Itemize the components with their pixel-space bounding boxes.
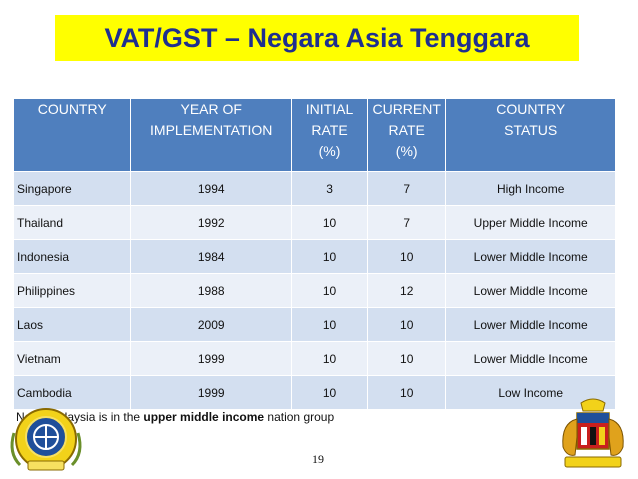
cell-current-rate: 7 xyxy=(367,205,447,240)
cell-initial-rate: 3 xyxy=(291,171,369,206)
customs-emblem-icon xyxy=(10,408,82,471)
table-row: Indonesia 1984 10 10 Lower Middle Income xyxy=(12,239,616,274)
cell-country: Indonesia xyxy=(12,239,132,274)
table-row: Vietnam 1999 10 10 Lower Middle Income xyxy=(12,341,616,376)
cell-country: Philippines xyxy=(12,273,132,308)
table-row: Philippines 1988 10 12 Lower Middle Inco… xyxy=(12,273,616,308)
cell-year: 1988 xyxy=(130,273,293,308)
cell-initial-rate: 10 xyxy=(291,375,369,410)
cell-year: 2009 xyxy=(130,307,293,342)
footnote: Note: Malaysia is in the upper middle in… xyxy=(16,410,334,424)
header-country-status: COUNTRY STATUS xyxy=(445,98,616,172)
cell-country: Thailand xyxy=(12,205,132,240)
cell-status: Low Income xyxy=(445,375,616,410)
cell-current-rate: 10 xyxy=(367,239,447,274)
cell-current-rate: 10 xyxy=(367,307,447,342)
cell-status: Lower Middle Income xyxy=(445,239,616,274)
header-line: STATUS xyxy=(504,122,558,138)
cell-initial-rate: 10 xyxy=(291,307,369,342)
cell-year: 1994 xyxy=(130,171,293,206)
table-row: Thailand 1992 10 7 Upper Middle Income xyxy=(12,205,616,240)
header-line: RATE xyxy=(388,122,425,138)
cell-initial-rate: 10 xyxy=(291,273,369,308)
slide-title: VAT/GST – Negara Asia Tenggara xyxy=(104,22,530,53)
header-year: YEAR OF IMPLEMENTATION xyxy=(130,98,293,172)
header-line: COUNTRY xyxy=(496,101,566,117)
footnote-emphasis: upper middle income xyxy=(143,410,265,424)
cell-status: Lower Middle Income xyxy=(445,273,616,308)
cell-year: 1984 xyxy=(130,239,293,274)
header-row: COUNTRY YEAR OF IMPLEMENTATION INITIAL R… xyxy=(12,98,616,172)
cell-initial-rate: 10 xyxy=(291,341,369,376)
cell-initial-rate: 10 xyxy=(291,239,369,274)
header-country: COUNTRY xyxy=(12,98,132,172)
cell-year: 1992 xyxy=(130,205,293,240)
cell-status: Lower Middle Income xyxy=(445,307,616,342)
header-line: (%) xyxy=(318,143,341,159)
cell-current-rate: 12 xyxy=(367,273,447,308)
cell-current-rate: 10 xyxy=(367,375,447,410)
cell-year: 1999 xyxy=(130,375,293,410)
cell-initial-rate: 10 xyxy=(291,205,369,240)
header-initial-rate: INITIAL RATE (%) xyxy=(291,98,369,172)
cell-country: Laos xyxy=(12,307,132,342)
cell-status: High Income xyxy=(445,171,616,206)
cell-status: Upper Middle Income xyxy=(445,205,616,240)
malaysia-coat-of-arms-icon xyxy=(562,398,624,468)
header-line: YEAR OF xyxy=(180,101,242,117)
header-line: RATE xyxy=(311,122,348,138)
footnote-suffix: nation group xyxy=(264,410,335,424)
cell-current-rate: 10 xyxy=(367,341,447,376)
table-row: Cambodia 1999 10 10 Low Income xyxy=(12,375,616,410)
header-line: CURRENT xyxy=(372,101,441,117)
cell-country: Vietnam xyxy=(12,341,132,376)
cell-country: Cambodia xyxy=(12,375,132,410)
page-number: 19 xyxy=(312,452,324,466)
header-line: COUNTRY xyxy=(37,101,107,117)
cell-current-rate: 7 xyxy=(367,171,447,206)
cell-country: Singapore xyxy=(12,171,132,206)
header-line: IMPLEMENTATION xyxy=(150,122,273,138)
cell-status: Lower Middle Income xyxy=(445,341,616,376)
table-row: Laos 2009 10 10 Lower Middle Income xyxy=(12,307,616,342)
vat-table: COUNTRY YEAR OF IMPLEMENTATION INITIAL R… xyxy=(12,98,616,410)
header-current-rate: CURRENT RATE (%) xyxy=(367,98,447,172)
header-line: INITIAL xyxy=(305,101,354,117)
cell-year: 1999 xyxy=(130,341,293,376)
table-row: Singapore 1994 3 7 High Income xyxy=(12,171,616,206)
header-line: (%) xyxy=(395,143,418,159)
title-banner: VAT/GST – Negara Asia Tenggara xyxy=(55,15,579,61)
